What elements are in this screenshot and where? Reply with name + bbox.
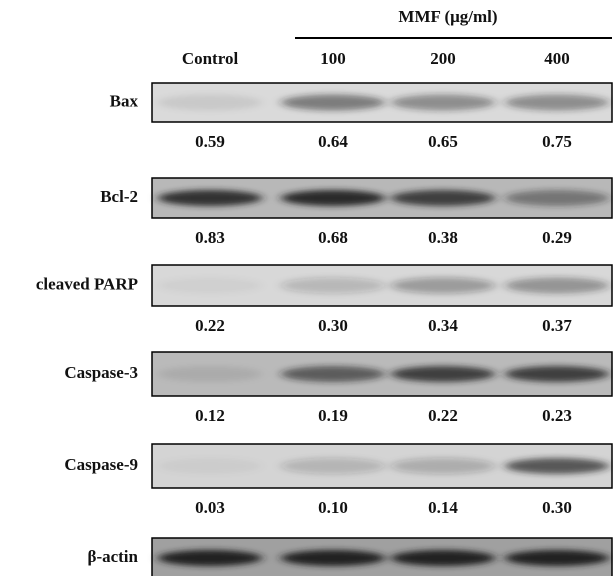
band xyxy=(391,458,495,474)
bands xyxy=(158,277,609,294)
band-value: 0.23 xyxy=(542,406,572,425)
band xyxy=(505,550,609,566)
band xyxy=(281,366,385,382)
band-value: 0.38 xyxy=(428,228,458,247)
band-value: 0.22 xyxy=(428,406,458,425)
blot-row: Bax 0.59 0.64 0.65 0.75 xyxy=(110,82,613,151)
band xyxy=(391,190,495,206)
band xyxy=(391,550,495,566)
band xyxy=(505,366,609,382)
band xyxy=(391,366,495,382)
bands xyxy=(158,550,609,566)
band-value: 0.64 xyxy=(318,132,348,151)
band xyxy=(158,366,262,382)
blot-frame xyxy=(151,82,613,123)
bands xyxy=(158,366,609,382)
blot-frame xyxy=(151,443,613,489)
row-label: Bax xyxy=(110,91,139,110)
bands xyxy=(158,190,609,206)
band xyxy=(281,277,385,294)
bands xyxy=(158,458,609,474)
blot-frame xyxy=(151,537,613,576)
band-value: 0.19 xyxy=(318,406,348,425)
band-value: 0.29 xyxy=(542,228,572,247)
column-label: 400 xyxy=(544,49,570,68)
band xyxy=(281,458,385,474)
row-label: Bcl-2 xyxy=(100,187,138,206)
row-label: cleaved PARP xyxy=(36,274,138,293)
band-value: 0.30 xyxy=(542,498,572,517)
blot-row: Bcl-2 0.83 0.68 0.38 0.29 xyxy=(100,177,613,247)
band xyxy=(391,94,495,111)
band xyxy=(281,190,385,206)
band-value: 0.22 xyxy=(195,316,225,335)
row-label: Caspase-3 xyxy=(64,363,138,382)
bands xyxy=(158,94,609,111)
band xyxy=(158,550,262,566)
band-value: 0.03 xyxy=(195,498,225,517)
band xyxy=(158,458,262,474)
band xyxy=(505,190,609,206)
band xyxy=(158,94,262,111)
band-value: 0.14 xyxy=(428,498,458,517)
band-value: 0.68 xyxy=(318,228,348,247)
blot-row: β-actin xyxy=(87,537,613,576)
band-value: 0.30 xyxy=(318,316,348,335)
blot-frame xyxy=(151,177,613,219)
band-value: 0.37 xyxy=(542,316,572,335)
band xyxy=(158,190,262,206)
column-label: 100 xyxy=(320,49,346,68)
band-value: 0.34 xyxy=(428,316,458,335)
band xyxy=(281,94,385,111)
band xyxy=(391,277,495,294)
row-label: β-actin xyxy=(87,547,138,566)
column-label: 200 xyxy=(430,49,456,68)
band-value: 0.75 xyxy=(542,132,572,151)
band xyxy=(505,94,609,111)
blot-row: Caspase-9 0.03 0.10 0.14 0.30 xyxy=(64,443,613,517)
blot-frame xyxy=(151,351,613,397)
band xyxy=(505,277,609,294)
blot-row: Caspase-3 0.12 0.19 0.22 0.23 xyxy=(64,351,613,425)
blot-frame xyxy=(151,264,613,307)
band-value: 0.59 xyxy=(195,132,225,151)
band xyxy=(281,550,385,566)
blot-row: cleaved PARP 0.22 0.30 0.34 0.37 xyxy=(36,264,613,335)
row-label: Caspase-9 xyxy=(64,455,138,474)
band-value: 0.12 xyxy=(195,406,225,425)
band-value: 0.65 xyxy=(428,132,458,151)
band-value: 0.83 xyxy=(195,228,225,247)
band xyxy=(158,277,262,294)
column-label: Control xyxy=(182,49,239,68)
band xyxy=(505,458,609,474)
band-value: 0.10 xyxy=(318,498,348,517)
treatment-label: MMF (μg/ml) xyxy=(398,7,497,26)
